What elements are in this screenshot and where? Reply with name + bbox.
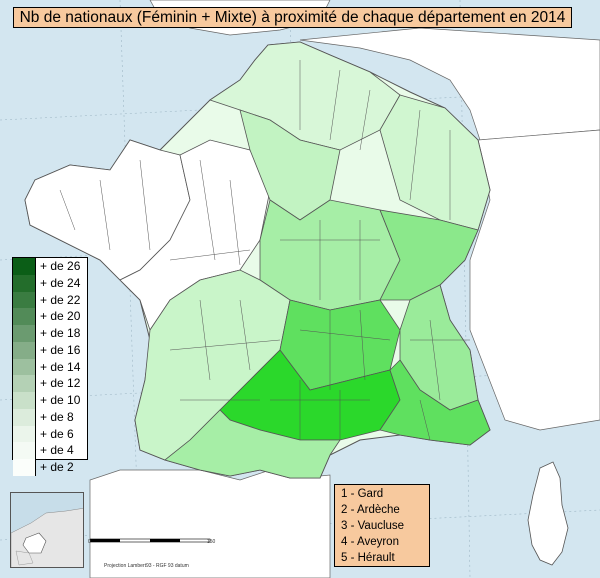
legend-label: + de 6 — [40, 426, 74, 441]
legend-item: + de 2 — [13, 459, 87, 476]
legend-swatch — [13, 459, 36, 476]
legend-label: + de 10 — [40, 393, 81, 407]
scale-bar — [90, 538, 211, 543]
department-borders — [59, 60, 470, 441]
legend-item: + de 24 — [13, 274, 87, 292]
legend-label: + de 14 — [40, 359, 81, 374]
scale-label-left: 0 — [88, 539, 91, 545]
ranking-box: 1 - Gard 2 - Ardèche 3 - Vaucluse 4 - Aveyr… — [334, 484, 430, 567]
center-region — [259, 199, 401, 311]
legend-item: + de 18 — [13, 325, 87, 342]
corsica — [527, 461, 569, 566]
europe-locator-inset — [10, 492, 84, 568]
legend-swatch — [13, 425, 36, 443]
legend-swatch — [13, 375, 36, 392]
legend-label: + de 20 — [40, 309, 81, 324]
legend-item: + de 8 — [13, 408, 87, 426]
legend-item: + de 22 — [13, 291, 87, 309]
legend-label: + de 26 — [40, 259, 81, 273]
legend-item: + de 4 — [13, 442, 87, 459]
legend-label: + de 24 — [40, 275, 81, 290]
legend-swatch — [13, 258, 36, 275]
legend-item: + de 6 — [13, 425, 87, 443]
map-title: Nb de nationaux (Féminin + Mixte) à prox… — [13, 7, 572, 28]
europe-locator-map — [11, 508, 83, 567]
legend-swatch — [13, 408, 36, 426]
legend-item: + de 12 — [13, 375, 87, 392]
legend-swatch — [13, 308, 36, 325]
legend-item: + de 14 — [13, 358, 87, 376]
germany-switzerland-italy-region — [469, 129, 600, 431]
legend-label: + de 22 — [40, 292, 81, 307]
ranking-item: 3 - Vaucluse — [341, 520, 405, 532]
legend-swatch — [13, 358, 36, 376]
legend-item: + de 20 — [13, 308, 87, 325]
legend-swatch — [13, 325, 36, 342]
provence-region — [379, 359, 491, 446]
legend-swatch — [13, 341, 36, 359]
legend-label: + de 12 — [40, 376, 81, 391]
scale-label-right: 150 — [207, 539, 216, 545]
belgium-region — [299, 27, 600, 141]
legend-label: + de 18 — [40, 326, 81, 340]
pyrenees-region — [164, 409, 341, 479]
legend-label: + de 4 — [40, 443, 74, 458]
legend-item: + de 26 — [13, 258, 87, 275]
legend-item: + de 10 — [13, 392, 87, 409]
legend-swatch — [13, 291, 36, 309]
projection-note: Projection Lambert93 - RGF 93 datum — [104, 563, 189, 569]
legend-label: + de 2 — [40, 460, 74, 474]
ranking-item: 5 - Hérault — [341, 552, 395, 564]
spain-region — [89, 469, 331, 578]
legend-label: + de 8 — [40, 409, 74, 424]
ranking-item: 4 - Aveyron — [341, 536, 399, 548]
legend-swatch — [13, 442, 36, 459]
color-legend: + de 26 + de 24 + de 22 + de 20 + de 18 + de … — [12, 257, 88, 476]
legend-swatch — [13, 392, 36, 409]
legend-item: + de 16 — [13, 341, 87, 359]
legend-swatch — [13, 274, 36, 292]
legend-label: + de 16 — [40, 342, 81, 357]
ranking-item: 2 - Ardèche — [341, 504, 400, 516]
ranking-item: 1 - Gard — [341, 488, 384, 500]
